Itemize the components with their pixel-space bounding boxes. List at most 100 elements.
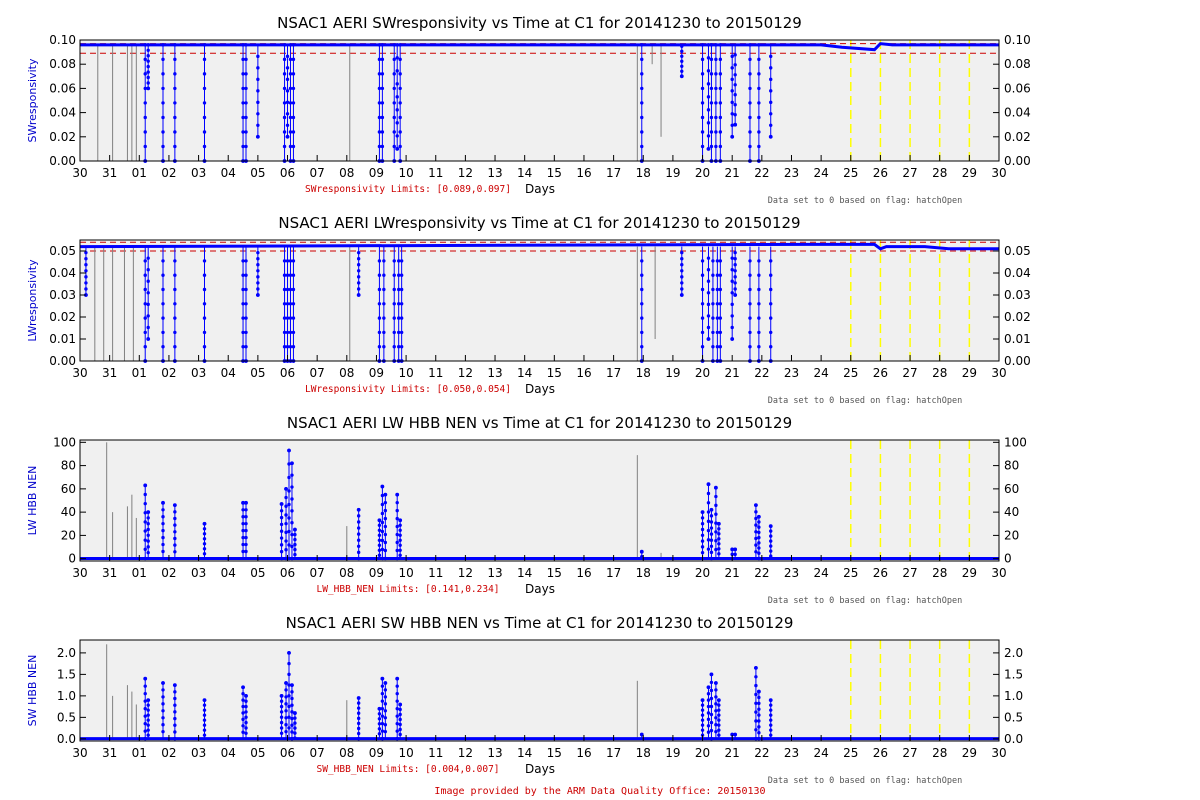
data-point: [356, 250, 361, 255]
data-point: [244, 273, 248, 277]
data-point: [202, 537, 207, 541]
data-point: [287, 448, 291, 453]
data-point: [377, 57, 382, 62]
data-point: [84, 281, 88, 285]
data-point: [380, 130, 385, 134]
data-point: [146, 545, 150, 549]
data-point: [700, 101, 705, 105]
data-point: [392, 144, 396, 149]
x-tick-label: 24: [813, 166, 828, 180]
data-point: [395, 699, 399, 703]
data-point: [380, 57, 385, 62]
data-point: [241, 730, 245, 734]
data-point: [709, 688, 714, 693]
data-point: [718, 101, 723, 105]
data-point: [202, 542, 207, 546]
data-point: [640, 273, 644, 277]
data-point: [244, 508, 248, 512]
data-point: [713, 485, 718, 490]
data-point: [757, 731, 761, 735]
data-point: [291, 287, 296, 292]
data-point: [244, 57, 248, 62]
x-tick-label: 06: [280, 366, 295, 380]
data-point: [700, 259, 705, 263]
data-point: [392, 302, 396, 306]
data-point: [241, 316, 245, 320]
x-tick-label: 17: [606, 366, 621, 380]
data-point: [700, 708, 705, 712]
data-point: [143, 259, 147, 263]
y-tick-label: 0.04: [1004, 266, 1031, 280]
x-tick-label: 05: [250, 566, 265, 580]
chart-panel-4: NSAC1 AERI SW HBB NEN vs Time at C1 for …: [26, 614, 1023, 786]
data-point: [377, 732, 382, 736]
data-point: [377, 727, 382, 731]
data-point: [706, 528, 711, 533]
data-point: [288, 259, 293, 263]
data-point: [244, 535, 248, 540]
y-tick-label: 0.02: [1004, 130, 1031, 144]
data-point: [733, 547, 738, 552]
y-tick-label: 0.08: [49, 57, 76, 71]
data-point: [287, 502, 291, 507]
data-point: [241, 273, 245, 277]
data-point: [293, 542, 297, 547]
data-point: [241, 115, 245, 120]
data-point: [382, 345, 386, 349]
x-tick-label: 26: [873, 566, 888, 580]
data-point: [161, 330, 165, 335]
data-point: [285, 54, 290, 59]
data-point: [709, 538, 714, 542]
y-tick-label: 0.0: [1004, 732, 1023, 746]
data-point: [256, 269, 260, 273]
x-tick-label: 31: [102, 166, 117, 180]
data-point: [282, 330, 287, 335]
x-tick-label: 04: [221, 166, 236, 180]
data-point: [700, 550, 705, 555]
data-point: [256, 257, 260, 261]
data-point: [700, 57, 705, 62]
data-point: [706, 685, 711, 690]
data-point: [293, 547, 297, 552]
x-tick-label: 02: [161, 366, 176, 380]
data-point: [161, 515, 165, 519]
data-point: [715, 259, 720, 263]
data-point: [718, 130, 723, 134]
data-point: [733, 53, 737, 57]
data-point: [173, 130, 177, 134]
data-point: [143, 699, 147, 703]
data-point: [146, 522, 150, 526]
x-tick-label: 16: [576, 166, 591, 180]
data-point: [161, 57, 165, 62]
data-point: [173, 696, 177, 701]
data-point: [377, 543, 382, 547]
data-point: [754, 523, 758, 527]
data-point: [757, 725, 761, 729]
x-tick-label: 30: [72, 746, 87, 760]
data-point: [700, 713, 705, 717]
data-point: [398, 86, 402, 91]
data-point: [288, 345, 293, 349]
data-point: [709, 704, 714, 709]
y-tick-label: 0.04: [49, 266, 76, 280]
x-tick-label: 19: [665, 166, 680, 180]
data-point: [288, 57, 293, 62]
data-point: [706, 325, 711, 330]
data-point: [395, 691, 399, 696]
x-tick-label: 31: [102, 366, 117, 380]
data-point: [146, 54, 150, 58]
data-point: [706, 314, 711, 318]
data-point: [680, 49, 684, 53]
data-point: [706, 82, 711, 86]
data-point: [399, 259, 404, 263]
x-tick-label: 19: [665, 746, 680, 760]
data-point: [396, 302, 401, 306]
x-tick-label: 30: [72, 566, 87, 580]
data-point: [706, 95, 711, 99]
data-point: [714, 86, 718, 91]
data-point: [757, 302, 761, 306]
x-tick-label: 16: [576, 566, 591, 580]
data-point: [380, 144, 385, 149]
x-tick-label: 18: [636, 166, 651, 180]
data-point: [282, 144, 287, 149]
